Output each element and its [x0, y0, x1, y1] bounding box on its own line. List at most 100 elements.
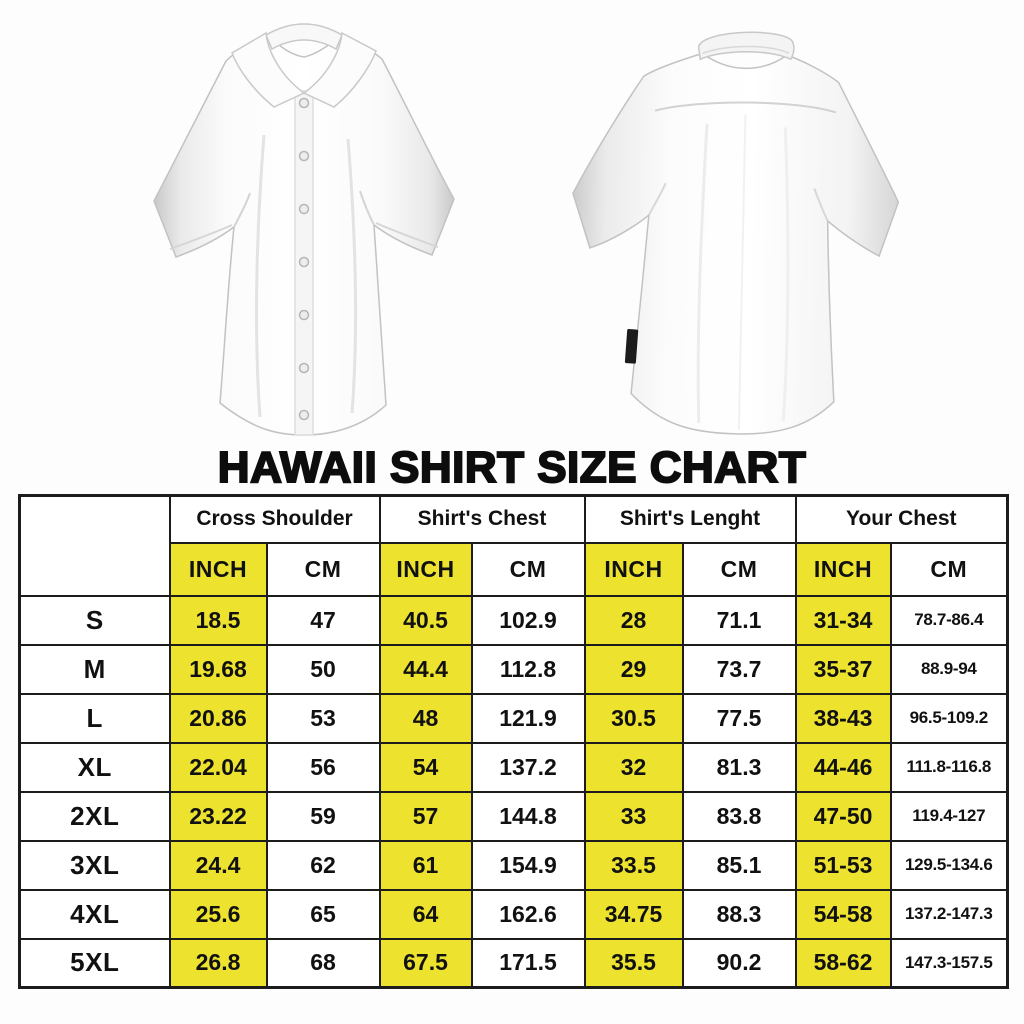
- cross-shoulder-cm-value: 62: [265, 839, 381, 891]
- your-chest-cm-value: 129.5-134.6: [889, 839, 1009, 891]
- table-row-s: S 18.5 47 40.5 102.9 28 71.1 31-34 78.7-…: [18, 594, 1009, 646]
- shirts-chest-cm-value: 162.6: [470, 888, 586, 940]
- table-group-header-row: Cross Shoulder Shirt's Chest Shirt's Len…: [18, 494, 1009, 597]
- table-row-4xl: 4XL 25.6 65 64 162.6 34.75 88.3 54-58 13…: [18, 888, 1009, 940]
- your-chest-cm-value: 147.3-157.5: [889, 937, 1009, 989]
- shirts-length-inch-value: 28: [583, 594, 684, 646]
- cross-shoulder-cm-value: 50: [265, 643, 381, 695]
- unit-header-cm: CM: [470, 541, 586, 597]
- shirts-chest-inch-value: 44.4: [378, 643, 473, 695]
- your-chest-inch-value: 47-50: [794, 790, 892, 842]
- shirts-chest-cm-value: 144.8: [470, 790, 586, 842]
- shirt-back-image: [536, 10, 945, 450]
- shirts-length-cm-value: 85.1: [681, 839, 797, 891]
- size-label: 5XL: [18, 937, 171, 989]
- your-chest-inch-value: 38-43: [794, 692, 892, 744]
- shirts-chest-inch-value: 48: [378, 692, 473, 744]
- size-label: S: [18, 594, 171, 646]
- shirts-length-inch-value: 32: [583, 741, 684, 793]
- cross-shoulder-inch-value: 20.86: [168, 692, 268, 744]
- size-label: L: [18, 692, 171, 744]
- shirt-images: [0, 0, 1024, 444]
- cross-shoulder-cm-value: 53: [265, 692, 381, 744]
- shirts-chest-cm-value: 121.9: [470, 692, 586, 744]
- your-chest-inch-value: 31-34: [794, 594, 892, 646]
- your-chest-cm-value: 137.2-147.3: [889, 888, 1009, 940]
- your-chest-cm-value: 119.4-127: [889, 790, 1009, 842]
- cross-shoulder-inch-value: 26.8: [168, 937, 268, 989]
- shirts-length-inch-value: 34.75: [583, 888, 684, 940]
- unit-header-inch: INCH: [583, 541, 684, 597]
- unit-header-inch: INCH: [794, 541, 892, 597]
- shirts-chest-cm-value: 112.8: [470, 643, 586, 695]
- table-row-m: M 19.68 50 44.4 112.8 29 73.7 35-37 88.9…: [18, 643, 1009, 695]
- shirts-length-cm-value: 73.7: [681, 643, 797, 695]
- unit-header-inch: INCH: [378, 541, 473, 597]
- cross-shoulder-inch-value: 18.5: [168, 594, 268, 646]
- cross-shoulder-cm-value: 68: [265, 937, 381, 989]
- your-chest-inch-value: 51-53: [794, 839, 892, 891]
- shirts-chest-inch-value: 57: [378, 790, 473, 842]
- your-chest-inch-value: 44-46: [794, 741, 892, 793]
- cross-shoulder-cm-value: 65: [265, 888, 381, 940]
- shirts-length-inch-value: 35.5: [583, 937, 684, 989]
- shirts-chest-inch-value: 67.5: [378, 937, 473, 989]
- table-unit-header-row: INCH CM INCH CM INCH CM INCH CM: [20, 541, 1009, 597]
- size-label: 3XL: [18, 839, 171, 891]
- cross-shoulder-inch-value: 22.04: [168, 741, 268, 793]
- group-header-your-chest: Your Chest: [794, 494, 1009, 544]
- page-title: HAWAII SHIRT SIZE CHART: [217, 443, 807, 493]
- cross-shoulder-cm-value: 47: [265, 594, 381, 646]
- table-row-xl: XL 22.04 56 54 137.2 32 81.3 44-46 111.8…: [18, 741, 1009, 793]
- shirts-chest-inch-value: 40.5: [378, 594, 473, 646]
- corner-cell: [18, 494, 171, 597]
- shirts-length-inch-value: 29: [583, 643, 684, 695]
- size-chart-table: Cross Shoulder Shirt's Chest Shirt's Len…: [18, 494, 1010, 989]
- shirts-chest-inch-value: 64: [378, 888, 473, 940]
- your-chest-cm-value: 111.8-116.8: [889, 741, 1009, 793]
- table-row-5xl: 5XL 26.8 68 67.5 171.5 35.5 90.2 58-62 1…: [18, 937, 1009, 989]
- group-header-shirts-chest: Shirt's Chest: [378, 494, 586, 544]
- shirts-length-inch-value: 30.5: [583, 692, 684, 744]
- cross-shoulder-cm-value: 56: [265, 741, 381, 793]
- shirts-length-cm-value: 83.8: [681, 790, 797, 842]
- shirts-chest-inch-value: 54: [378, 741, 473, 793]
- shirts-chest-cm-value: 154.9: [470, 839, 586, 891]
- hem-tag: [624, 328, 639, 364]
- size-label: 4XL: [18, 888, 171, 940]
- shirts-length-cm-value: 81.3: [681, 741, 797, 793]
- your-chest-inch-value: 58-62: [794, 937, 892, 989]
- your-chest-cm-value: 88.9-94: [889, 643, 1009, 695]
- your-chest-inch-value: 54-58: [794, 888, 892, 940]
- shirts-chest-cm-value: 137.2: [470, 741, 586, 793]
- size-label: M: [18, 643, 171, 695]
- shirt-front-image: [118, 4, 490, 444]
- shirts-chest-cm-value: 171.5: [470, 937, 586, 989]
- table-row-3xl: 3XL 24.4 62 61 154.9 33.5 85.1 51-53 129…: [18, 839, 1009, 891]
- shirts-length-inch-value: 33.5: [583, 839, 684, 891]
- group-header-shirts-length: Shirt's Lenght: [583, 494, 797, 544]
- cross-shoulder-inch-value: 25.6: [168, 888, 268, 940]
- shirts-length-cm-value: 71.1: [681, 594, 797, 646]
- size-label: XL: [18, 741, 171, 793]
- unit-header-cm: CM: [265, 541, 381, 597]
- unit-header-inch: INCH: [168, 541, 268, 597]
- shirts-length-cm-value: 90.2: [681, 937, 797, 989]
- size-label: 2XL: [18, 790, 171, 842]
- cross-shoulder-inch-value: 23.22: [168, 790, 268, 842]
- cross-shoulder-inch-value: 19.68: [168, 643, 268, 695]
- shirts-length-inch-value: 33: [583, 790, 684, 842]
- shirts-chest-cm-value: 102.9: [470, 594, 586, 646]
- table-row-l: L 20.86 53 48 121.9 30.5 77.5 38-43 96.5…: [18, 692, 1009, 744]
- group-header-cross-shoulder: Cross Shoulder: [168, 494, 381, 544]
- unit-header-cm: CM: [681, 541, 797, 597]
- your-chest-cm-value: 96.5-109.2: [889, 692, 1009, 744]
- unit-header-cm: CM: [889, 541, 1009, 597]
- cross-shoulder-inch-value: 24.4: [168, 839, 268, 891]
- your-chest-cm-value: 78.7-86.4: [889, 594, 1009, 646]
- shirts-length-cm-value: 88.3: [681, 888, 797, 940]
- shirts-length-cm-value: 77.5: [681, 692, 797, 744]
- cross-shoulder-cm-value: 59: [265, 790, 381, 842]
- shirts-chest-inch-value: 61: [378, 839, 473, 891]
